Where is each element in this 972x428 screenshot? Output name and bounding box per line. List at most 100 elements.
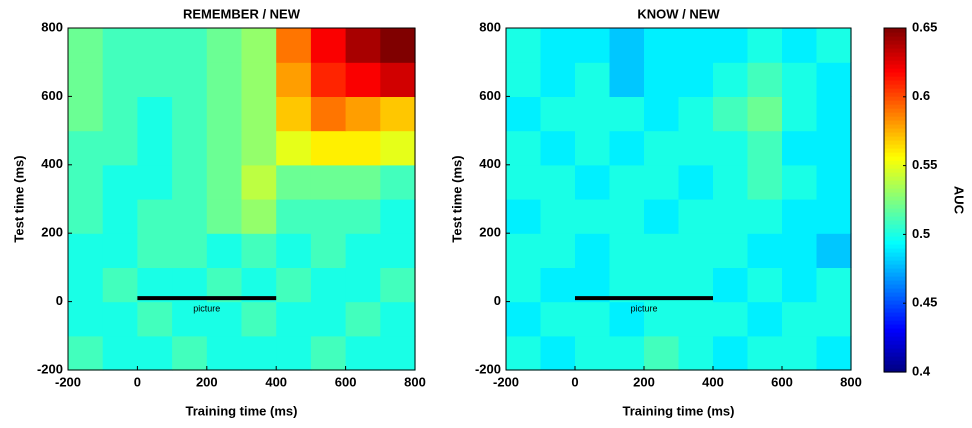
heatmap-cell [206,96,243,132]
heatmap-cell [713,164,749,200]
x-tick-label: 200 [633,374,655,389]
y-tick-label: 400 [41,156,63,171]
heatmap-cell [747,28,783,63]
heatmap-cell [678,130,714,166]
colorbar-segment [884,340,906,345]
heatmap-cell [276,164,312,200]
heatmap-cell [380,164,416,200]
heatmap-cell [380,62,416,97]
heatmap-cell [575,301,611,337]
heatmap-cell [380,28,416,63]
heatmap-cell [310,199,347,234]
colorbar-segment [884,152,906,157]
heatmap-cell [609,301,645,337]
heatmap-cell [609,233,645,268]
colorbar-segment [884,184,906,189]
heatmap-cell [782,199,818,234]
heatmap-cell [747,62,783,97]
heatmap-cell [540,267,576,303]
colorbar-segment [884,352,906,357]
heatmap-cell [506,199,542,234]
heatmap-cell [276,199,312,234]
heatmap-cell [310,130,347,166]
colorbar-segment [884,304,906,309]
colorbar-segment [884,240,906,245]
heatmap-cell [241,96,277,132]
colorbar-segment [884,196,906,201]
heatmap-cell [540,233,576,268]
heatmap-cell [137,130,173,166]
x-tick-label: 0 [571,374,578,389]
x-tick-label: 600 [335,374,357,389]
colorbar-segment [884,164,906,169]
y-tick-label: -200 [475,361,501,376]
x-tick-label: 800 [840,374,862,389]
heatmap-cell [816,233,852,268]
y-tick-label: 200 [41,225,63,240]
colorbar-segment [884,92,906,97]
heatmap-cell [782,96,818,132]
heatmap-cell [345,199,381,234]
heatmap-cell [310,164,347,200]
heatmap-cell [506,233,542,268]
colorbar-frame [883,27,907,373]
x-tick-label: -200 [55,374,81,389]
colorbar-segment [884,364,906,369]
colorbar-segment [884,348,906,353]
heatmap-cell [345,164,381,200]
heatmap-cell [506,164,542,200]
annotation-label: picture [193,304,220,314]
heatmap-cell [747,301,783,337]
colorbar-tick-label: 0.55 [912,157,937,172]
heatmap-cell [68,301,104,337]
heatmap-cell [345,267,381,303]
heatmap-cell [380,233,416,268]
heatmap-cell [575,233,611,268]
heatmap-cell [345,233,381,268]
heatmap-cell [206,233,243,268]
colorbar-tick-label: 0.4 [912,363,931,378]
heatmap-cell [345,96,381,132]
heatmap-cell [816,199,852,234]
colorbar-segment [884,104,906,109]
heatmap-cell [506,130,542,166]
colorbar-segment [884,288,906,293]
colorbar-tick-label: 0.45 [912,295,937,310]
heatmap-cell [644,164,680,200]
colorbar-segment [884,212,906,217]
heatmap-cell [68,199,104,234]
heatmap-cell [540,96,576,132]
colorbar-segment [884,316,906,321]
heatmap-cell [816,301,852,337]
heatmap-cell [713,96,749,132]
colorbar-segment [884,200,906,205]
heatmap-cell [137,335,173,371]
colorbar-segment [884,244,906,249]
colorbar-segment [884,64,906,69]
heatmap-cell [137,199,173,234]
x-tick-label: 200 [196,374,218,389]
colorbar-segment [884,32,906,37]
colorbar-label: AUC [952,186,967,215]
colorbar-segment [884,208,906,213]
heatmap-cell [310,301,347,337]
heatmap-cell [644,301,680,337]
colorbar-segment [884,88,906,93]
colorbar-segment [884,264,906,269]
y-tick-label: -200 [37,361,63,376]
heatmap-cell [137,62,173,97]
heatmap-cell [172,62,208,97]
colorbar-segment [884,188,906,193]
colorbar-segment [884,216,906,221]
colorbar-segment [884,28,906,33]
heatmap-cell [310,233,347,268]
colorbar-segment [884,344,906,349]
heatmap-cell [206,199,243,234]
colorbar-segment [884,76,906,81]
colorbar-segment [884,284,906,289]
heatmap-cell [816,267,852,303]
heatmap-cell [276,335,312,371]
heatmap-cell [345,28,381,63]
heatmap-cell [380,130,416,166]
